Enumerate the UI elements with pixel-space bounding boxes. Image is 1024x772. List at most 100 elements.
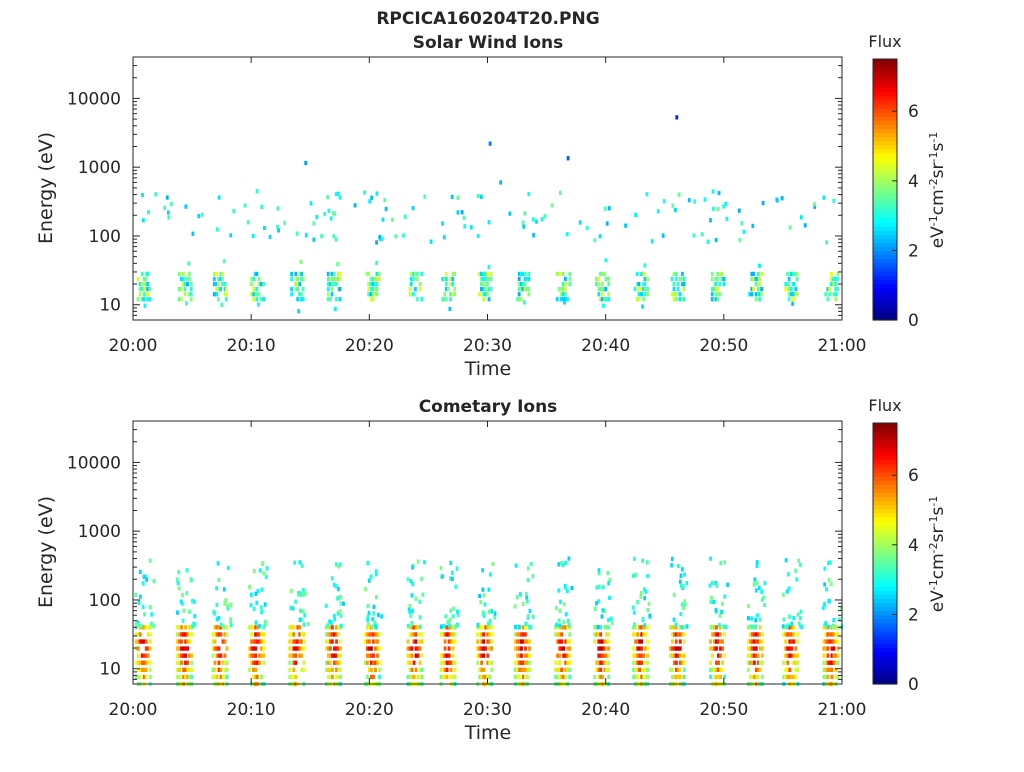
solar-wind-heatmap-cell — [298, 271, 302, 277]
cometary-heatmap-cell — [302, 646, 306, 651]
cometary-heatmap-cell — [758, 667, 762, 672]
cometary-heatmap-cell — [256, 674, 259, 680]
cometary-heatmap-cell — [184, 653, 187, 658]
solar-wind-heatmap-cell — [525, 276, 529, 282]
cometary-heatmap-cell — [834, 653, 838, 658]
solar-wind-heatmap-cell — [297, 309, 301, 314]
cometary-heatmap-cell — [644, 589, 648, 594]
cometary-heatmap-cell — [409, 579, 413, 584]
cometary-heatmap-cell — [713, 639, 716, 644]
solar-wind-heatmap-cell — [692, 233, 696, 238]
cometary-colorbar-segment — [873, 663, 897, 669]
cometary-heatmap-cell — [339, 613, 343, 618]
cometary-heatmap-cell — [633, 622, 636, 627]
solar-wind-colorbar-segment — [873, 258, 897, 264]
cometary-heatmap-cell — [478, 674, 482, 680]
cometary-heatmap-cell — [292, 625, 296, 630]
cometary-heatmap-cell — [140, 667, 144, 672]
solar-wind-heatmap-cell — [681, 282, 684, 287]
cometary-heatmap-cell — [786, 660, 790, 665]
solar-wind-colorbar-segment — [873, 201, 897, 207]
solar-wind-heatmap-cell — [637, 297, 641, 302]
cometary-heatmap-cell — [760, 660, 764, 665]
cometary-heatmap-cell — [750, 639, 754, 644]
cometary-heatmap-cell — [607, 660, 611, 665]
solar-wind-heatmap-cell — [332, 271, 336, 277]
solar-wind-heatmap-cell — [185, 301, 188, 306]
cometary-heatmap-cell — [414, 639, 418, 644]
cometary-heatmap-cell — [219, 622, 223, 627]
solar-wind-colorbar-segment — [873, 103, 897, 109]
cometary-heatmap-cell — [176, 660, 179, 665]
solar-wind-heatmap-cell — [597, 276, 601, 282]
solar-wind-heatmap-cell — [250, 276, 253, 282]
cometary-heatmap-cell — [563, 583, 567, 589]
cometary-heatmap-cell — [636, 674, 640, 680]
solar-wind-heatmap-cell — [640, 271, 643, 277]
cometary-heatmap-cell — [715, 646, 718, 651]
cometary-heatmap-cell — [526, 674, 529, 680]
solar-wind-heatmap-cell — [640, 292, 643, 297]
solar-wind-colorbar-segment — [873, 152, 897, 158]
solar-wind-heatmap-cell — [792, 282, 795, 287]
solar-wind-heatmap-cell — [555, 297, 559, 302]
solar-wind-heatmap-cell — [718, 282, 722, 287]
cometary-heatmap-cell — [800, 624, 804, 629]
solar-wind-heatmap-cell — [486, 271, 489, 277]
solar-wind-heatmap-cell — [326, 276, 330, 282]
solar-wind-heatmap-cell — [480, 271, 483, 277]
cometary-heatmap-cell — [368, 653, 371, 658]
solar-wind-heatmap-cell — [564, 276, 567, 282]
cometary-heatmap-cell — [411, 608, 414, 614]
cometary-heatmap-cell — [193, 599, 196, 604]
solar-wind-heatmap-cell — [363, 190, 366, 195]
solar-wind-heatmap-cell — [222, 259, 226, 264]
cometary-heatmap-cell — [762, 595, 765, 600]
cometary-heatmap-cell — [414, 632, 418, 637]
cometary-heatmap-cell — [250, 625, 253, 630]
cometary-colorbar-segment — [873, 463, 897, 469]
cometary-heatmap-cell — [374, 646, 377, 651]
solar-wind-x-tick-label: 20:10 — [227, 336, 276, 356]
cometary-heatmap-cell — [449, 576, 452, 581]
cometary-heatmap-cell — [335, 674, 338, 680]
cometary-colorbar-segment — [873, 541, 897, 546]
cometary-heatmap-cell — [445, 674, 449, 680]
cometary-heatmap-cell — [152, 579, 156, 584]
cometary-heatmap-cell — [420, 653, 424, 658]
cometary-heatmap-cell — [410, 667, 414, 672]
cometary-heatmap-cell — [790, 653, 794, 658]
solar-wind-heatmap-cell — [375, 276, 379, 282]
cometary-heatmap-cell — [568, 667, 572, 672]
cometary-heatmap-cell — [148, 558, 152, 563]
cometary-heatmap-cell — [670, 563, 673, 568]
solar-wind-heatmap-cell — [670, 292, 674, 297]
cometary-heatmap-cell — [256, 660, 259, 665]
cometary-heatmap-cell — [449, 667, 453, 672]
solar-wind-colorbar-segment — [873, 222, 897, 227]
solar-wind-colorbar-tick-label: 6 — [908, 102, 919, 122]
cometary-heatmap-cell — [333, 660, 336, 665]
cometary-heatmap-cell — [406, 623, 410, 629]
cometary-heatmap-cell — [558, 608, 562, 613]
cometary-heatmap-cell — [407, 606, 411, 612]
cometary-heatmap-cell — [368, 632, 371, 637]
cometary-heatmap-cell — [213, 646, 217, 651]
solar-wind-heatmap-cell — [519, 287, 523, 292]
solar-wind-heatmap-cell — [365, 271, 369, 277]
cometary-heatmap-cell — [336, 611, 340, 616]
cometary-heatmap-cell — [601, 639, 605, 644]
cometary-heatmap-cell — [790, 625, 794, 630]
cometary-heatmap-cell — [447, 646, 451, 651]
solar-wind-heatmap-cell — [585, 225, 589, 231]
cometary-heatmap-cell — [408, 603, 412, 609]
cometary-heatmap-cell — [794, 568, 797, 573]
cometary-heatmap-cell — [488, 609, 491, 614]
cometary-heatmap-cell — [339, 646, 342, 651]
solar-wind-heatmap-cell — [268, 234, 272, 240]
solar-wind-heatmap-cell — [290, 271, 293, 277]
cometary-heatmap-cell — [564, 560, 567, 565]
cometary-heatmap-cell — [782, 632, 786, 637]
cometary-heatmap-cell — [674, 623, 678, 628]
cometary-heatmap-cell — [784, 646, 788, 651]
